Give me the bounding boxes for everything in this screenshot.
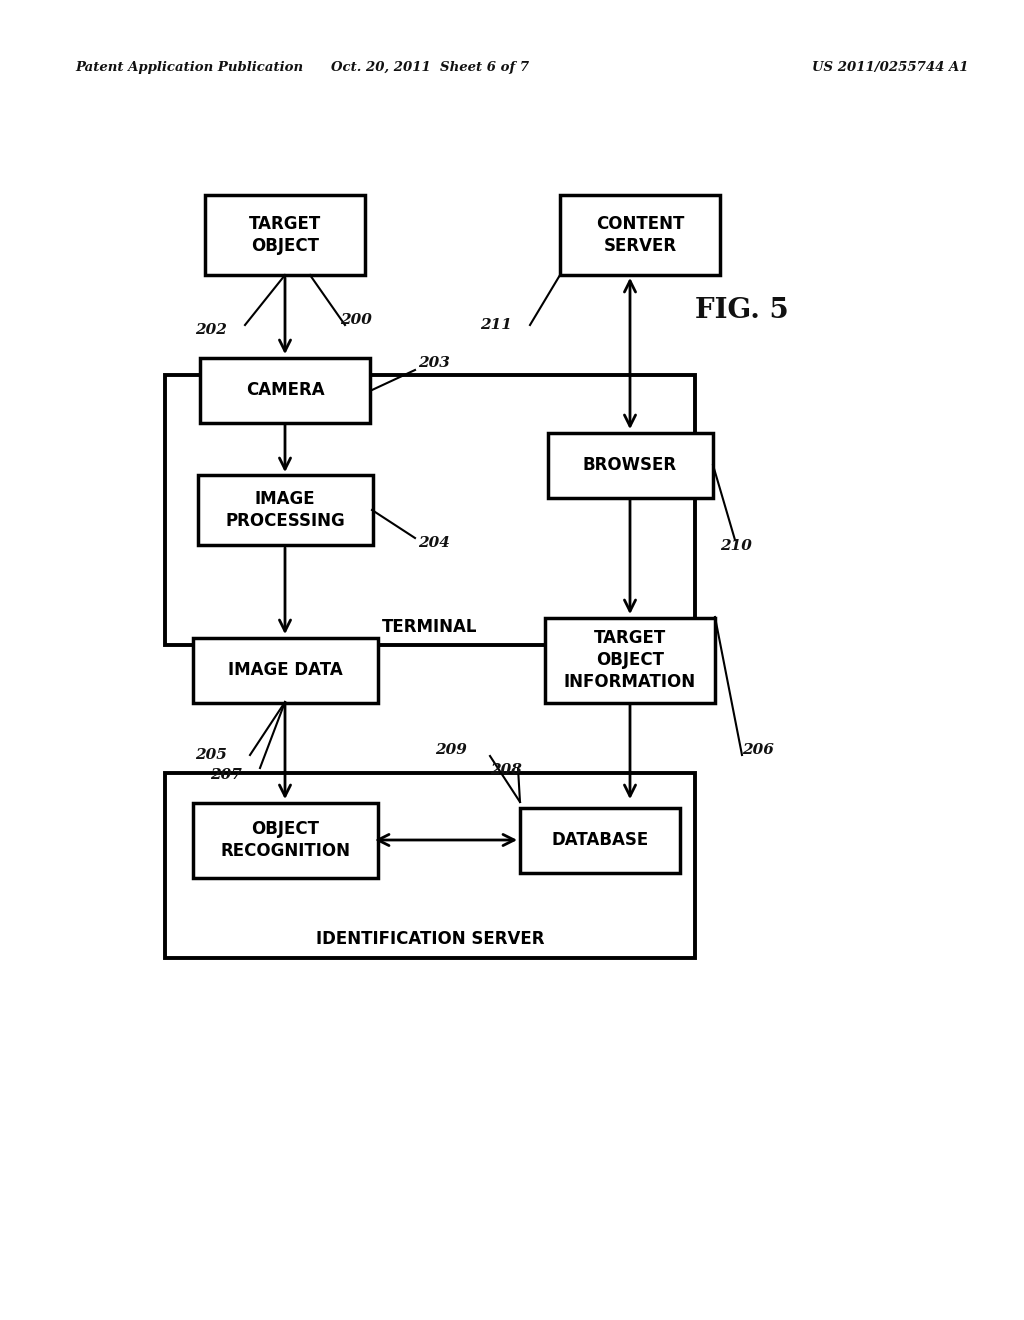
- Text: 203: 203: [418, 356, 450, 370]
- Text: 207: 207: [210, 768, 242, 781]
- Text: 202: 202: [195, 323, 227, 337]
- Bar: [198, 475, 373, 545]
- Text: 210: 210: [720, 539, 752, 553]
- Text: 208: 208: [490, 763, 522, 777]
- Bar: [200, 358, 370, 422]
- Text: TARGET
OBJECT
INFORMATION: TARGET OBJECT INFORMATION: [564, 628, 696, 692]
- Bar: [545, 618, 715, 702]
- Text: IMAGE DATA: IMAGE DATA: [227, 661, 342, 678]
- Bar: [548, 433, 713, 498]
- Bar: [165, 772, 695, 957]
- Bar: [165, 375, 695, 645]
- Text: IMAGE
PROCESSING: IMAGE PROCESSING: [225, 490, 345, 531]
- Text: 206: 206: [742, 743, 774, 756]
- Text: 205: 205: [195, 748, 227, 762]
- Text: DATABASE: DATABASE: [551, 832, 648, 849]
- Text: CAMERA: CAMERA: [246, 381, 325, 399]
- Bar: [193, 638, 378, 702]
- Text: FIG. 5: FIG. 5: [695, 297, 788, 323]
- Text: IDENTIFICATION SERVER: IDENTIFICATION SERVER: [315, 931, 544, 949]
- Bar: [205, 195, 365, 275]
- Text: 204: 204: [418, 536, 450, 550]
- Text: TERMINAL: TERMINAL: [382, 618, 478, 636]
- Bar: [520, 808, 680, 873]
- Text: 209: 209: [435, 743, 467, 756]
- Text: Oct. 20, 2011  Sheet 6 of 7: Oct. 20, 2011 Sheet 6 of 7: [331, 62, 529, 74]
- Text: CONTENT
SERVER: CONTENT SERVER: [596, 215, 684, 255]
- Text: US 2011/0255744 A1: US 2011/0255744 A1: [812, 62, 969, 74]
- Text: BROWSER: BROWSER: [583, 455, 677, 474]
- Text: Patent Application Publication: Patent Application Publication: [75, 62, 303, 74]
- Text: 211: 211: [480, 318, 512, 333]
- Text: 200: 200: [340, 313, 372, 327]
- Bar: [193, 803, 378, 878]
- Bar: [560, 195, 720, 275]
- Text: OBJECT
RECOGNITION: OBJECT RECOGNITION: [220, 820, 350, 861]
- Text: TARGET
OBJECT: TARGET OBJECT: [249, 215, 322, 255]
